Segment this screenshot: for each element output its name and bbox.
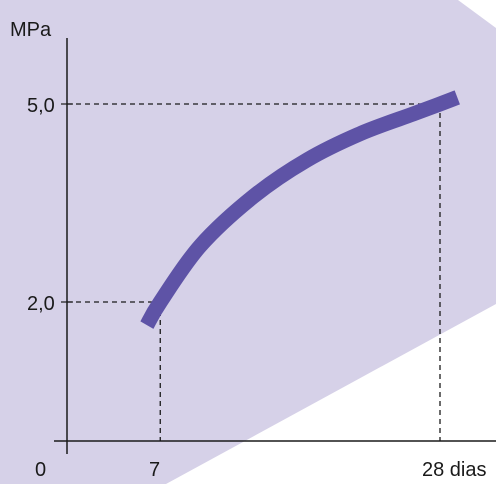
x-tick-label-28: 28 dias — [422, 459, 487, 481]
x-tick-label-0: 0 — [35, 459, 46, 481]
x-tick-label-7: 7 — [149, 459, 160, 481]
reference-lines — [67, 103, 441, 441]
strength-curve — [140, 90, 460, 329]
y-tick-label-5: 5,0 — [27, 95, 55, 117]
y-tick-label-2: 2,0 — [27, 293, 55, 315]
y-axis-label: MPa — [10, 19, 52, 41]
